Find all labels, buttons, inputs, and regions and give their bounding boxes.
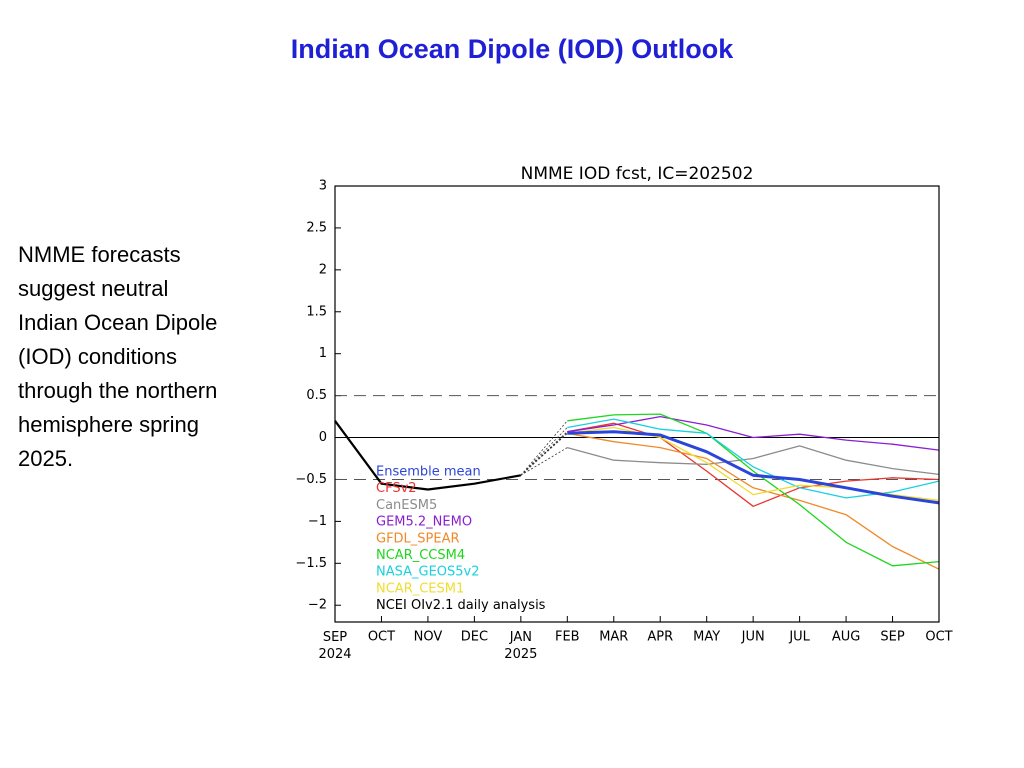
y-tick-label: 2.5: [306, 220, 327, 235]
side-text-line: Indian Ocean Dipole: [18, 310, 218, 335]
side-text-line: NMME forecasts: [18, 242, 181, 267]
legend-label: GEM5.2_NEMO: [376, 515, 472, 530]
y-tick-label: −1: [308, 514, 327, 529]
legend-label: CFSv2: [376, 481, 417, 496]
connector: [520, 433, 568, 476]
legend-label: NCEI OIv2.1 daily analysis: [376, 598, 546, 613]
series-line: [567, 445, 940, 476]
x-tick-label: NOV: [414, 630, 443, 645]
slide-title: Indian Ocean Dipole (IOD) Outlook: [290, 34, 734, 64]
x-tick-label: OCT: [368, 630, 395, 645]
legend-label: NASA_GEOS5v2: [376, 565, 480, 580]
side-text-line: suggest neutral: [18, 276, 169, 301]
x-tick-label: MAR: [599, 630, 628, 645]
y-tick-label: −2: [308, 598, 327, 613]
connector: [520, 447, 568, 476]
side-text: NMME forecasts suggest neutral Indian Ocea…: [18, 238, 217, 476]
x-tick-label: JUN: [741, 630, 765, 645]
x-tick-label: SEP: [880, 630, 904, 645]
y-tick-label: 0.5: [306, 388, 327, 403]
y-tick-label: 1: [319, 346, 327, 361]
y-tick-label: 2: [319, 262, 327, 277]
connector: [520, 427, 568, 476]
series-line: [567, 426, 940, 502]
x-tick-label: JAN 2025: [504, 630, 537, 662]
y-tick-label: −1.5: [295, 556, 327, 571]
side-text-line: 2025.: [18, 446, 74, 471]
connector: [520, 431, 568, 476]
x-tick-label: JUL: [788, 630, 810, 645]
connector: [520, 420, 568, 476]
y-tick-label: 0: [319, 430, 327, 445]
legend-label: NCAR_CCSM4: [376, 548, 465, 563]
x-tick-label: MAY: [693, 630, 720, 645]
x-tick-label: FEB: [555, 630, 580, 645]
y-tick-label: 1.5: [306, 304, 327, 319]
x-tick-label: AUG: [832, 630, 860, 645]
plot-frame: [334, 185, 940, 623]
legend-label: Ensemble mean: [376, 465, 481, 480]
legend-label: GFDL_SPEAR: [376, 531, 460, 546]
chart-title: NMME IOD fcst, IC=202502: [521, 164, 754, 184]
x-tick-label: APR: [647, 630, 673, 645]
series-line: [567, 430, 940, 505]
series-line: [567, 432, 940, 570]
series-line: [567, 413, 940, 567]
y-tick-label: 3: [319, 179, 327, 194]
x-tick-label: OCT: [925, 630, 952, 645]
x-tick-label: DEC: [461, 630, 488, 645]
series-line: [567, 422, 940, 507]
side-text-line: hemisphere spring: [18, 412, 199, 437]
legend-label: NCAR_CESM1: [376, 581, 464, 596]
series-line: [334, 420, 521, 491]
y-tick-label: −0.5: [295, 472, 327, 487]
x-tick-label: SEP 2024: [318, 630, 351, 662]
legend-label: CanESM5: [376, 498, 437, 513]
side-text-line: (IOD) conditions: [18, 344, 177, 369]
side-text-line: through the northern: [18, 378, 218, 403]
